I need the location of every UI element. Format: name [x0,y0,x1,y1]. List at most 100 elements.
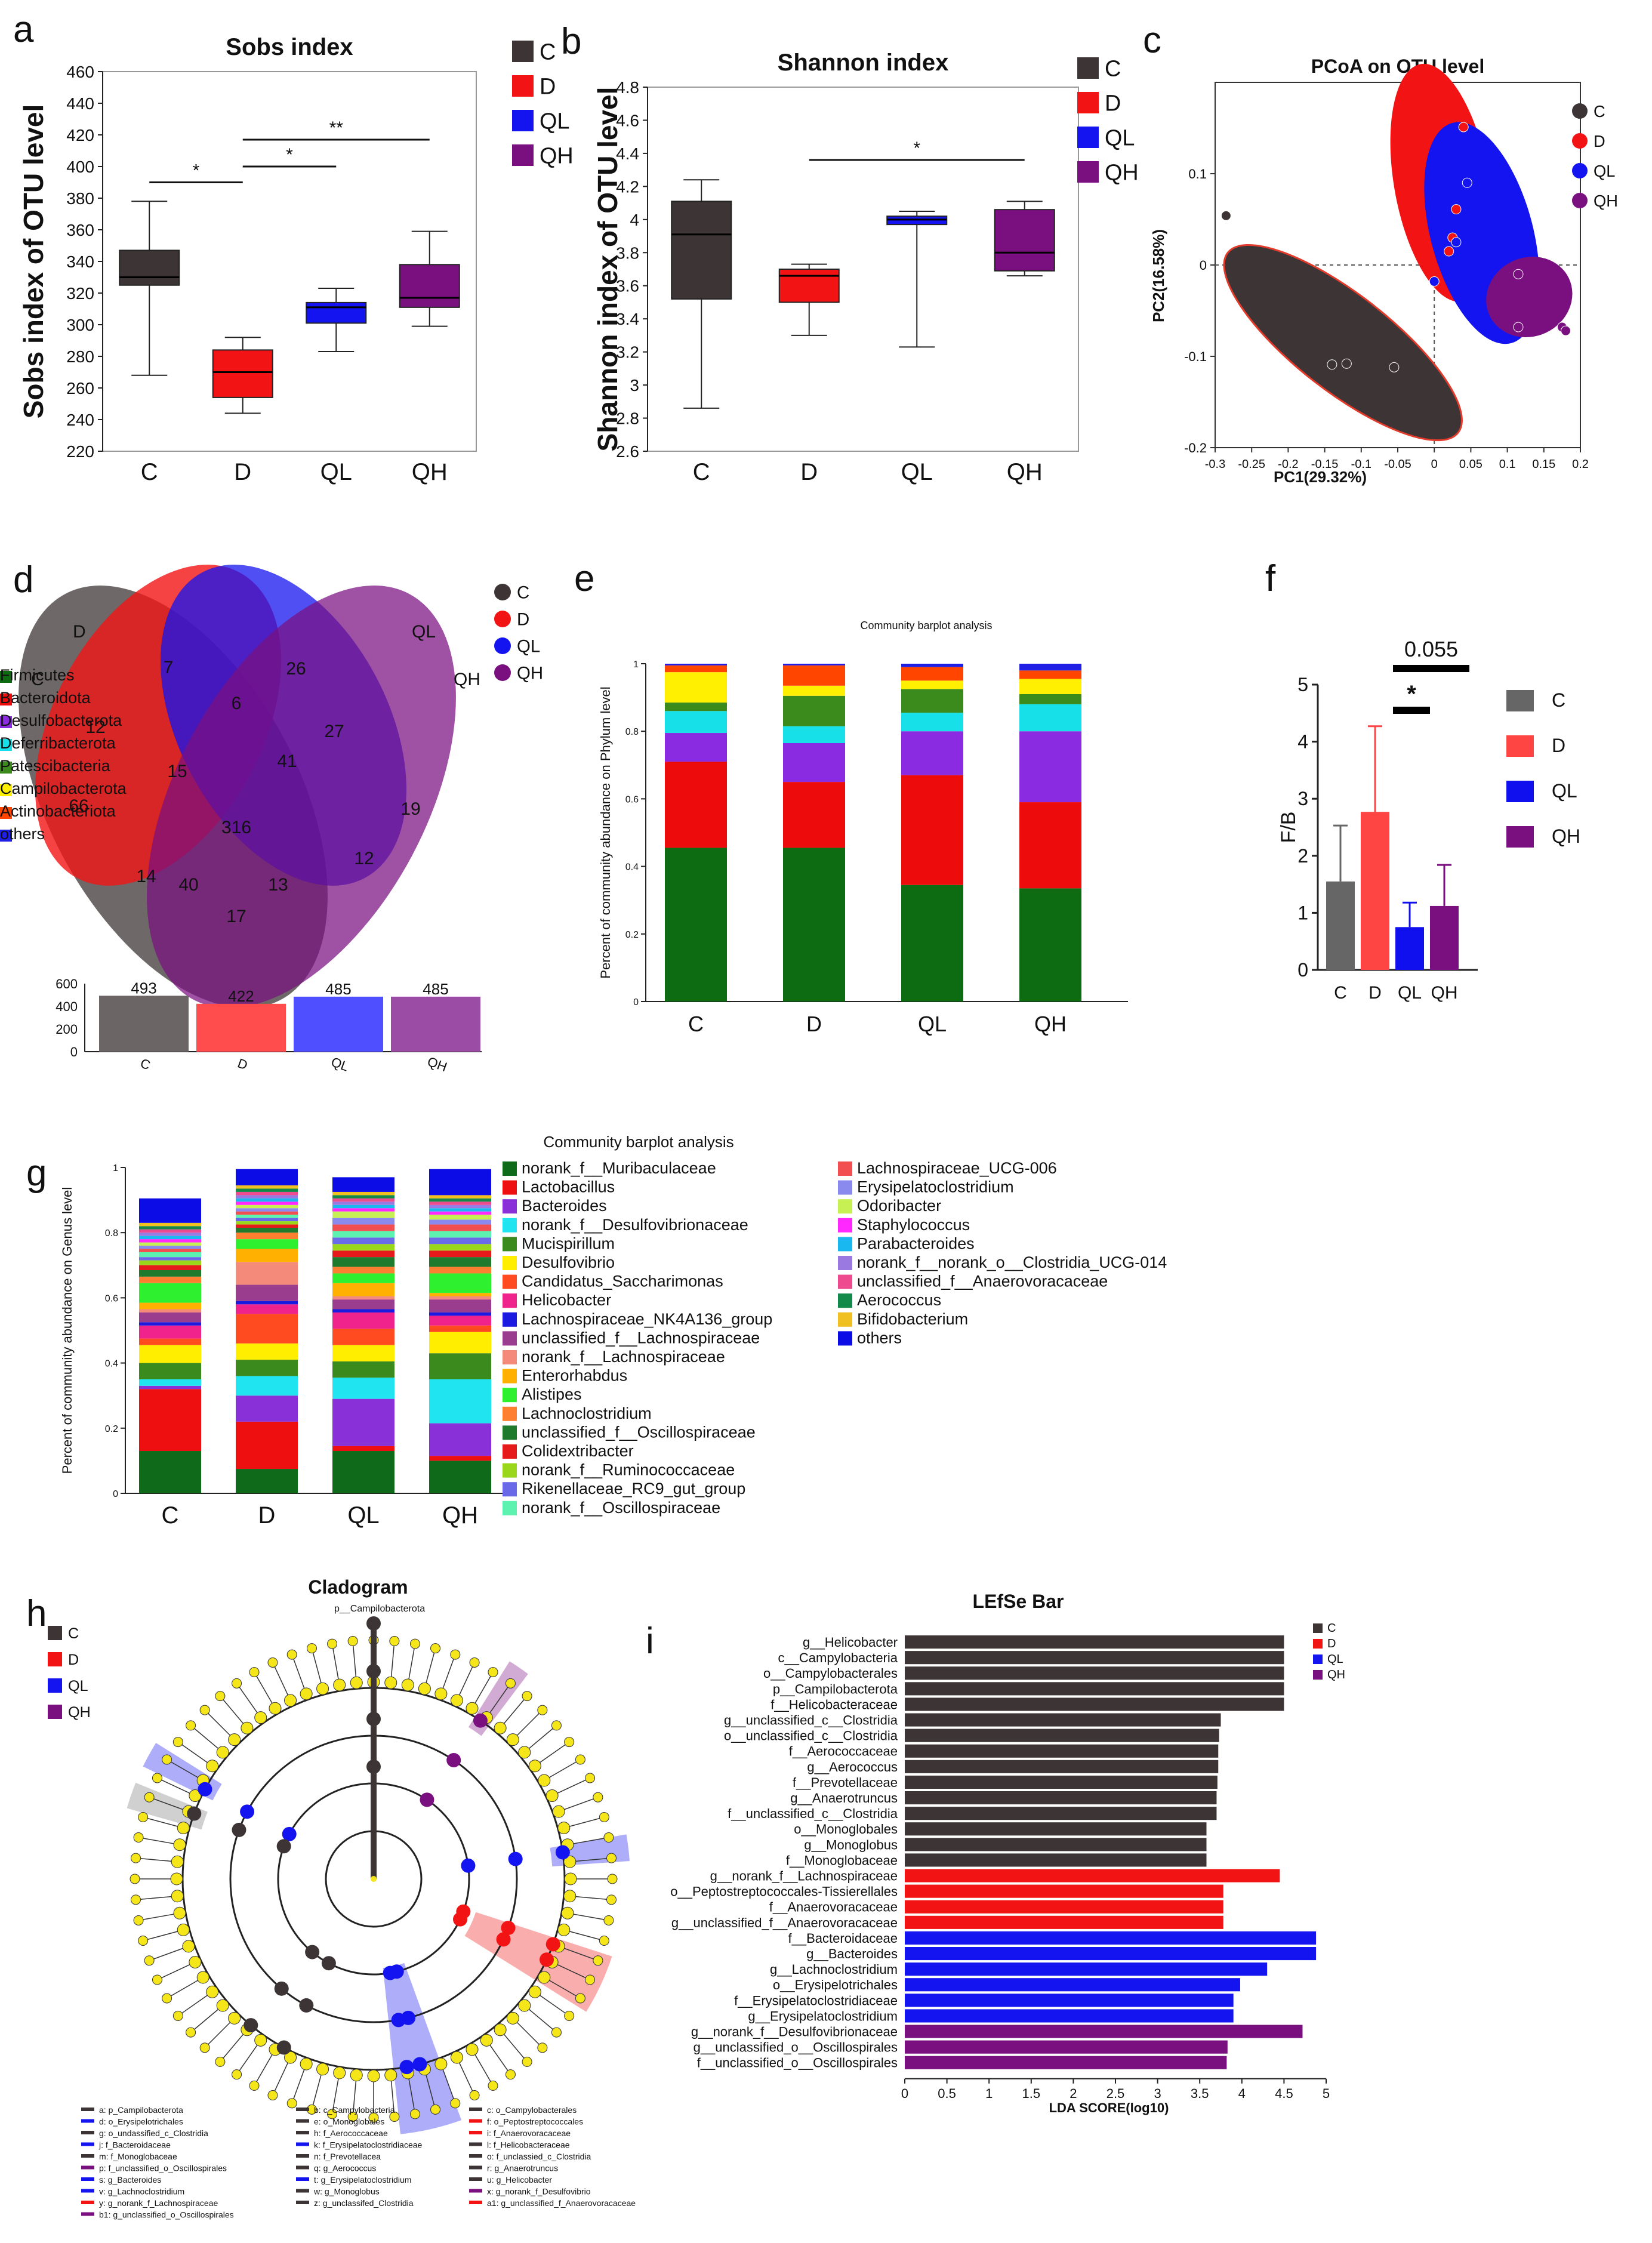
bar-f-QH [1430,905,1459,970]
clade-node [494,2023,507,2036]
bar-segment-e-Campilobacterota [665,672,727,703]
bar-segment-g-Lactobacillus [332,1446,394,1452]
legend-swatch-g [503,1312,517,1327]
y-tick-label-b: 2.6 [616,442,639,461]
clade-leaf-node [575,1993,585,2004]
lda-bar-C [905,1807,1217,1820]
venn-count-DQL: 6 [232,694,242,713]
lda-bar-label: f__unclassified_o__Oscillospirales [697,2056,898,2071]
bar-segment-g-unclassified-f-Anaerovoracaceae [139,1229,201,1233]
clade-node [506,1733,519,1746]
clade-node [170,1872,183,1885]
clade-branch [424,1648,436,1689]
cladogram-key-swatch [81,2154,94,2158]
bar-segment-g-Enterorhabdus [139,1302,201,1310]
y-axis-label-f: F/B [1277,812,1300,843]
venn-ellipse-QH [147,586,456,1008]
legend-swatch-C [512,41,534,62]
clade-node [538,1774,551,1787]
clade-enriched-node [276,1839,291,1854]
bar-segment-g-Erysipelatoclostridium [332,1218,394,1225]
cladogram-key-swatch [296,2131,309,2134]
clade-branch [534,1741,570,1767]
clade-node [171,1855,184,1868]
y-tick-label-e: 0 [633,997,639,1007]
sig-label-f: * [1407,681,1416,707]
bar-segment-g-Helicobacter [429,1315,491,1326]
y-tick-label-a: 460 [66,63,94,81]
legend-swatch-g [503,1501,517,1515]
lda-bar-C [905,1791,1217,1805]
bar-segment-g-Helicobacter [332,1312,394,1329]
bar-segment-g-Colidextribacter [139,1265,201,1270]
lda-bar-label: g__Helicobacter [803,1635,898,1650]
lda-bar-C [905,1682,1284,1696]
clade-branch [311,1648,323,1689]
bar-segment-g-norank-f-Desulfovibrionaceae [332,1378,394,1399]
clade-node [189,1789,202,1803]
lda-bar-label: g__unclassified_f__Anaerovoracaceae [671,1915,898,1930]
legend-label-g: Aerococcus [857,1291,941,1309]
chart-title-a: Sobs index [226,34,353,60]
clade-branch [272,1662,291,1701]
cladogram-key-label: w: g_Monoglobus [313,2187,380,2196]
panel-b: b Shannon index 2.6 2.8 3 3.2 3.4 3.6 3.8 4 4.2 4.4… [561,21,1139,485]
legend-label-f: QH [1552,825,1580,847]
clade-leaf-node [469,2090,480,2101]
clade-leaf-node [286,1649,297,1660]
lda-bar-label: p__Campilobacterota [773,1681,898,1696]
legend-label-QH: QH [68,1704,91,1721]
cladogram-key-label: t: g_Erysipelatoclostridium [314,2175,411,2185]
y-tick-label-g: 0.2 [105,1424,118,1434]
bar-segment-g-others [236,1169,298,1186]
box-a-QH [399,264,460,308]
venn-count-CQLQH: 40 [178,875,198,895]
bar-segment-g-unclassified-f-Oscillospiraceae [139,1270,201,1277]
clade-node [552,1805,565,1818]
x-tick-label-i: 3 [1154,2086,1161,2101]
bar-segment-g-Aerococcus [429,1198,491,1202]
clade-branch [157,1961,196,1980]
x-tick-label-i: 3.5 [1191,2086,1209,2101]
clade-node [241,1721,254,1734]
lda-bar-QL [905,1947,1317,1961]
legend-label-g: norank_f__Muribaculaceae [522,1159,716,1177]
legend-swatch-QL [512,110,534,131]
clade-node [173,1906,186,1920]
bar-segment-e-Actinobacteriota [901,667,963,681]
clade-branch [524,2005,557,2033]
y-tick-label-c: 0 [1200,258,1207,273]
legend-label-C: C [68,1625,79,1642]
cladogram-key-swatch [296,2119,309,2123]
legend-swatch-C [1077,57,1099,79]
lda-bar-C [905,1853,1207,1867]
bar-segment-g-Bifidobacterium [332,1191,394,1196]
clade-node [563,1890,577,1903]
clade-branch [534,1991,570,2017]
x-tick-label-b: QL [901,459,933,485]
legend-swatch-QL [1077,127,1099,148]
lda-bar-label: f__unclassified_c__Clostridia [728,1806,898,1821]
bar-segment-g-norank-f-Ruminococcaceae [429,1244,491,1251]
clade-node [401,1678,414,1692]
legend-swatch-g [503,1350,517,1364]
clade-node [450,1694,463,1707]
legend-label-QH: QH [1594,192,1618,210]
legend-label-D: D [1594,132,1605,150]
legend-label-D: D [540,75,556,100]
cladogram-key-label: i: f_Anaerovoracaceae [487,2128,571,2138]
clade-node [506,2011,519,2025]
x-tick-label-b: C [693,459,710,485]
bar-segment-g-norank-f-Muribaculaceae [332,1451,394,1493]
x-tick-label-f: C [1334,983,1347,1003]
bar-segment-g-norank-f-Desulfovibrionaceae [429,1379,491,1424]
y-tick-label-b: 3.6 [616,277,639,295]
clade-node [228,1733,241,1746]
lda-bar-label: f__Anaerovoracaceae [769,1900,898,1915]
cladogram-key-label: c: o_Campylobacterales [487,2105,577,2115]
lda-bar-C [905,1697,1284,1711]
y-tick-label-f: 1 [1297,902,1308,923]
bar-segment-g-unclassified-f-Anaerovoracaceae [332,1198,394,1202]
venn-count-CDQLQH: 316 [221,818,251,837]
legend-swatch-e [0,716,12,728]
